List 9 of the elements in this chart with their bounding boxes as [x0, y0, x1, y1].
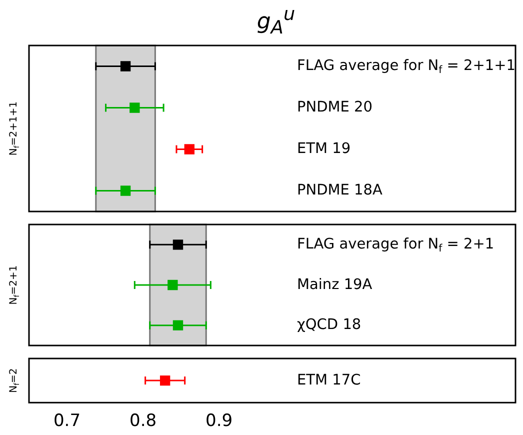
y-tick-label: PNDME 20	[297, 100, 372, 116]
y-tick-label: PNDME 18A	[297, 182, 382, 199]
y-tick-label: Mainz 19A	[297, 276, 372, 293]
x-tick-label: 0.8	[130, 411, 157, 432]
y-tick-label: ETM 17C	[297, 372, 361, 388]
x-tick-label: 0.7	[53, 411, 81, 432]
y-tick-label: ETM 19	[297, 141, 351, 158]
x-tick-label: 0.9	[206, 411, 233, 432]
y-tick-label: χQCD 18	[297, 317, 362, 334]
